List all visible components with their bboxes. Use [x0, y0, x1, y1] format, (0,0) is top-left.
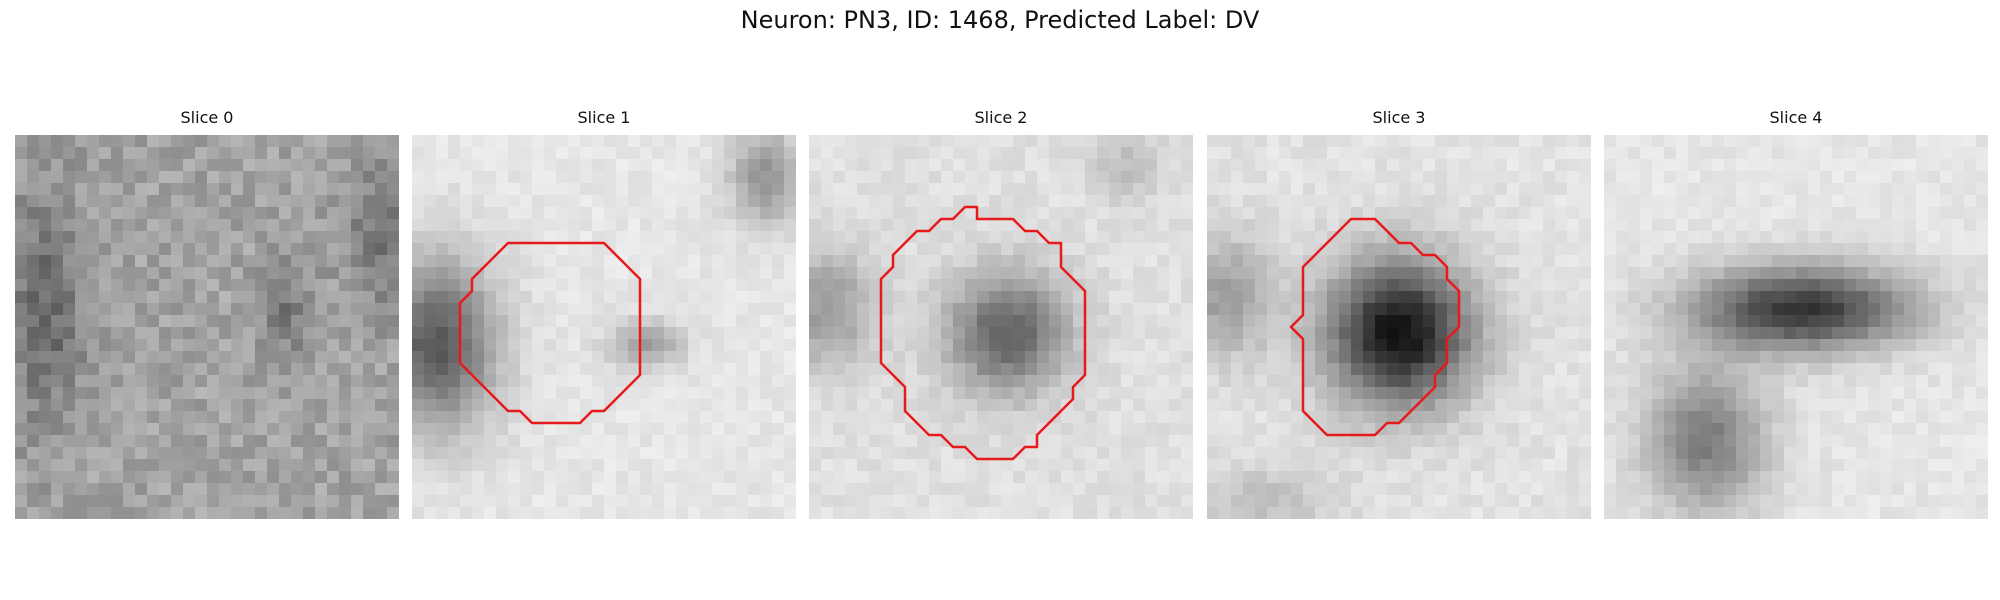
- roi-contour: [458, 241, 642, 425]
- slice-title: Slice 2: [974, 108, 1028, 127]
- roi-contour: [879, 205, 1087, 461]
- slice-image-2: [809, 135, 1193, 519]
- slice-image-4: [1604, 135, 1988, 519]
- slice-image-0: [15, 135, 399, 519]
- slice-title: Slice 0: [180, 108, 234, 127]
- slice-title: Slice 4: [1769, 108, 1823, 127]
- slice-title: Slice 1: [577, 108, 631, 127]
- slice-image-1: [412, 135, 796, 519]
- figure-title: Neuron: PN3, ID: 1468, Predicted Label: …: [740, 6, 1260, 34]
- roi-contour: [1289, 217, 1461, 437]
- slice-title: Slice 3: [1372, 108, 1426, 127]
- slice-image-3: [1207, 135, 1591, 519]
